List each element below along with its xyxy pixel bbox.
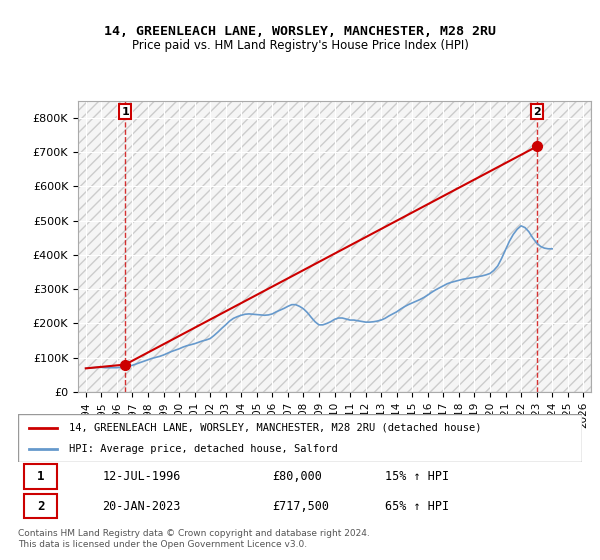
- Text: 20-JAN-2023: 20-JAN-2023: [103, 500, 181, 512]
- Text: 65% ↑ HPI: 65% ↑ HPI: [385, 500, 449, 512]
- Text: 14, GREENLEACH LANE, WORSLEY, MANCHESTER, M28 2RU: 14, GREENLEACH LANE, WORSLEY, MANCHESTER…: [104, 25, 496, 38]
- Text: 14, GREENLEACH LANE, WORSLEY, MANCHESTER, M28 2RU (detached house): 14, GREENLEACH LANE, WORSLEY, MANCHESTER…: [69, 423, 481, 433]
- Text: Contains HM Land Registry data © Crown copyright and database right 2024.
This d: Contains HM Land Registry data © Crown c…: [18, 529, 370, 549]
- FancyBboxPatch shape: [23, 464, 58, 489]
- Text: 1: 1: [37, 470, 44, 483]
- Text: Price paid vs. HM Land Registry's House Price Index (HPI): Price paid vs. HM Land Registry's House …: [131, 39, 469, 52]
- Text: 15% ↑ HPI: 15% ↑ HPI: [385, 470, 449, 483]
- FancyBboxPatch shape: [23, 494, 58, 519]
- Text: HPI: Average price, detached house, Salford: HPI: Average price, detached house, Salf…: [69, 444, 338, 454]
- Text: 2: 2: [37, 500, 44, 512]
- Text: £80,000: £80,000: [272, 470, 322, 483]
- Text: 2: 2: [533, 106, 541, 116]
- Text: 12-JUL-1996: 12-JUL-1996: [103, 470, 181, 483]
- Text: 1: 1: [121, 106, 129, 116]
- FancyBboxPatch shape: [18, 414, 582, 462]
- Text: £717,500: £717,500: [272, 500, 329, 512]
